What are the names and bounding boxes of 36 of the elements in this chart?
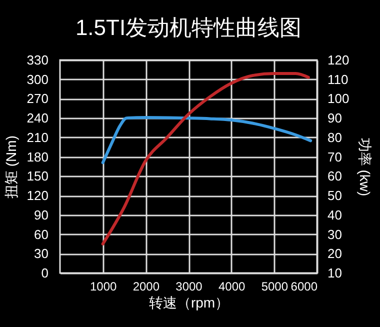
y2-tick-label: 20 — [328, 246, 342, 262]
y-tick-label: 180 — [26, 149, 48, 164]
y-tick-label: 0 — [41, 266, 48, 280]
chart-title: 1.5TI发动机特性曲线图 — [75, 15, 302, 40]
y2-tick-label: 40 — [328, 207, 342, 222]
x-axis-title: 转速（rpm） — [148, 294, 230, 310]
y-tick-label: 30 — [34, 246, 48, 262]
y-tick-label: 240 — [26, 110, 48, 126]
y-tick-label: 150 — [26, 168, 48, 184]
line-series — [101, 72, 310, 246]
y2-tick-label: 30 — [328, 226, 342, 242]
y2-tick-label: 90 — [328, 110, 342, 126]
y2-tick-label: 70 — [328, 149, 342, 164]
y-tick-label: 300 — [26, 72, 48, 87]
y-tick-label: 270 — [26, 91, 48, 106]
x-tick-label: 3000 — [176, 280, 203, 294]
x-tick-label: 2000 — [132, 280, 160, 294]
y2-tick-label: 60 — [328, 168, 342, 184]
x-tick-label: 6000 — [290, 280, 318, 294]
x-tick-label: 4000 — [218, 280, 246, 294]
y2-tick-label: 50 — [328, 188, 342, 204]
y-tick-label: 210 — [26, 130, 48, 145]
y2-tick-label: 120 — [328, 52, 350, 68]
y2-tick-label: 110 — [328, 72, 348, 87]
y2-axis-title: 功率 (kw) — [357, 138, 374, 196]
line-series — [101, 116, 312, 164]
y2-tick-label: 100 — [328, 91, 350, 106]
y-axis-title: 扭矩 (Nm) — [2, 136, 19, 198]
y-tick-label: 120 — [26, 188, 48, 204]
x-tick-label: 1000 — [90, 280, 118, 294]
y2-tick-label: 10 — [328, 266, 342, 280]
y2-tick-label: 80 — [328, 130, 342, 145]
x-tick-label: 5000 — [261, 280, 288, 294]
y-tick-label: 90 — [34, 207, 48, 222]
y-tick-label: 330 — [26, 52, 48, 68]
y-tick-label: 60 — [34, 226, 48, 242]
